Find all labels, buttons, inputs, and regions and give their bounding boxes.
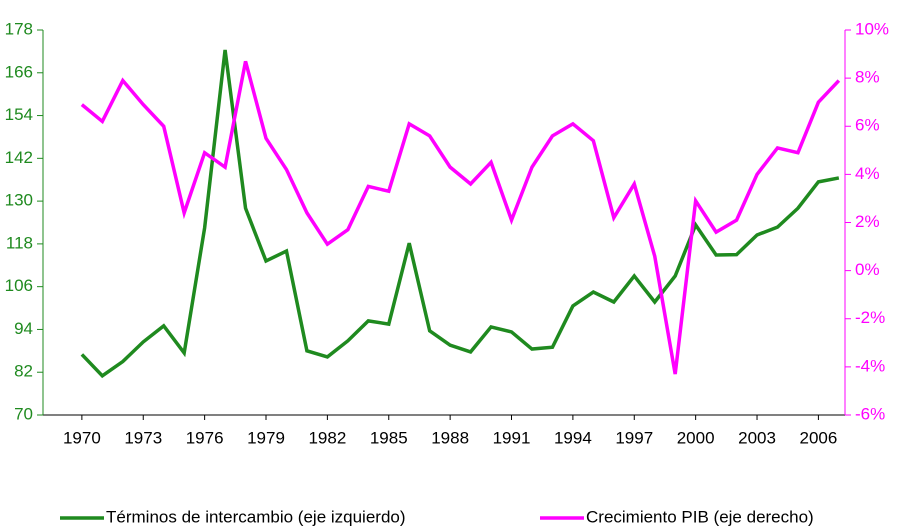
y2-tick-label: 0% <box>855 260 880 279</box>
x-tick-label: 2006 <box>799 428 837 447</box>
x-tick-label: 1985 <box>370 428 408 447</box>
y-tick-label: 130 <box>5 191 33 210</box>
x-tick-label: 1997 <box>615 428 653 447</box>
y2-tick-label: -2% <box>855 308 885 327</box>
y2-tick-label: 6% <box>855 116 880 135</box>
legend-label: Crecimiento PIB (eje derecho) <box>586 507 814 526</box>
x-tick-label: 1979 <box>247 428 285 447</box>
y-tick-label: 106 <box>5 276 33 295</box>
y-tick-label: 70 <box>14 404 33 423</box>
x-tick-label: 1982 <box>308 428 346 447</box>
y2-tick-label: 8% <box>855 68 880 87</box>
y2-tick-label: 10% <box>855 19 889 38</box>
x-tick-label: 1973 <box>124 428 162 447</box>
series-line <box>80 49 840 379</box>
y-tick-label: 142 <box>5 148 33 167</box>
y2-tick-label: -4% <box>855 356 885 375</box>
y-tick-label: 82 <box>14 362 33 381</box>
y-tick-label: 118 <box>6 233 33 252</box>
x-tick-label: 1994 <box>554 428 592 447</box>
x-tick-label: 1970 <box>63 428 101 447</box>
y-tick-label: 178 <box>5 19 33 38</box>
y2-tick-label: 2% <box>855 212 880 231</box>
y2-tick-label: -6% <box>855 404 885 423</box>
x-tick-label: 2000 <box>677 428 715 447</box>
x-tick-label: 1976 <box>186 428 224 447</box>
series-line <box>80 60 841 375</box>
legend-label: Términos de intercambio (eje izquierdo) <box>106 507 406 526</box>
y-tick-label: 94 <box>14 319 33 338</box>
x-tick-label: 1991 <box>493 428 531 447</box>
x-tick-label: 1988 <box>431 428 469 447</box>
y-tick-label: 166 <box>5 62 33 81</box>
y2-tick-label: 4% <box>855 164 880 183</box>
y-tick-label: 154 <box>5 105 33 124</box>
x-tick-label: 2003 <box>738 428 776 447</box>
